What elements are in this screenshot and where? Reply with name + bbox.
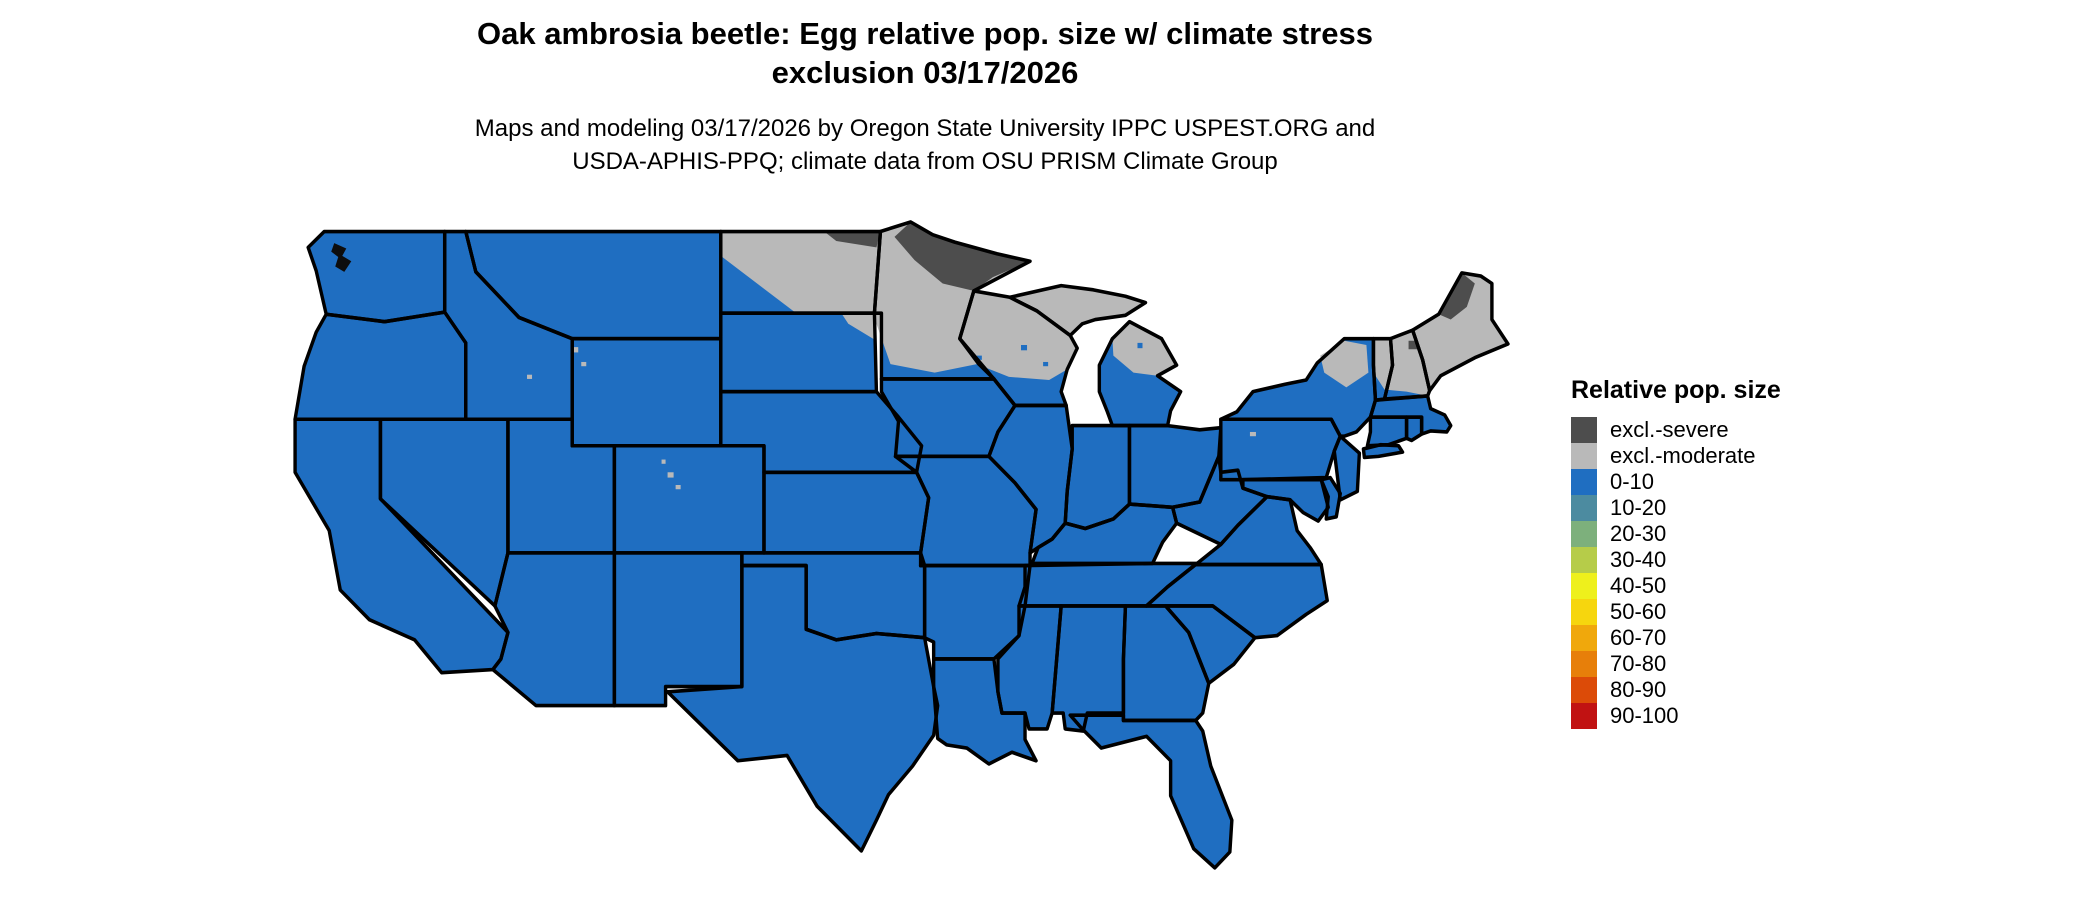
excl-moderate-speckle (571, 347, 579, 353)
legend-swatch-50-60 (1571, 599, 1597, 625)
legend-swatch-80-90 (1571, 677, 1597, 703)
legend-label: 0-10 (1610, 469, 1655, 494)
excl-moderate-new-england (1373, 272, 1508, 396)
state-washington-fill (308, 231, 445, 322)
legend-title: Relative pop. size (1571, 376, 1781, 404)
excl-moderate-michigan-tip (1112, 321, 1177, 376)
legend-item: 0-10 (1571, 469, 1781, 495)
state-kansas-fill (763, 472, 929, 553)
excl-moderate-speckle (1249, 431, 1256, 437)
legend-label: 80-90 (1610, 677, 1667, 702)
state-florida-fill (1070, 715, 1232, 868)
excl-moderate-speckle (675, 485, 681, 490)
map-attribution-line2: USDA-APHIS-PPQ; climate data from OSU PR… (572, 148, 1278, 175)
us-choropleth-map (274, 205, 1514, 905)
map-attribution-line1: Maps and modeling 03/17/2026 by Oregon S… (474, 115, 1376, 142)
legend-swatch-60-70 (1571, 625, 1597, 651)
legend-label: 10-20 (1610, 495, 1667, 520)
map-title: Oak ambrosia beetle: Egg relative pop. s… (300, 14, 1550, 92)
legend-label: 40-50 (1610, 573, 1667, 598)
excl-moderate-speckle (661, 459, 666, 464)
puget-sound-inlet (331, 243, 352, 272)
legend-item: 60-70 (1571, 625, 1781, 651)
legend-label: 90-100 (1610, 703, 1679, 728)
legend-swatch-20-30 (1571, 521, 1597, 547)
excl-moderate-north-dakota (720, 231, 881, 314)
legend-swatch-40-50 (1571, 573, 1597, 599)
excl-moderate-speckle (581, 361, 587, 367)
legend-item: 50-60 (1571, 599, 1781, 625)
excl-moderate-speckle (527, 374, 533, 379)
legend-label: 30-40 (1610, 547, 1667, 572)
legend-item: 10-20 (1571, 495, 1781, 521)
base-speckle-lakeshore (976, 355, 982, 360)
excl-moderate-michigan-upper (1009, 285, 1146, 336)
legend-item: 40-50 (1571, 573, 1781, 599)
base-speckle-lakeshore (1021, 345, 1028, 351)
map-title-line2: exclusion 03/17/2026 (771, 55, 1079, 90)
excl-moderate-south-dakota-ne (841, 313, 877, 341)
state-new-mexico-fill (614, 552, 742, 706)
legend-label: excl.-severe (1610, 417, 1729, 442)
legend-label: 20-30 (1610, 521, 1667, 546)
legend-swatch-90-100 (1571, 703, 1597, 729)
state-oregon-fill (295, 312, 466, 420)
legend-item: excl.-moderate (1571, 443, 1781, 469)
map-title-line1: Oak ambrosia beetle: Egg relative pop. s… (477, 16, 1373, 51)
us-map-svg (293, 220, 1510, 870)
legend-label: 70-80 (1610, 651, 1667, 676)
map-exclusion-overlay-layer (527, 221, 1508, 490)
map-attribution: Maps and modeling 03/17/2026 by Oregon S… (300, 112, 1550, 178)
legend-item: 30-40 (1571, 547, 1781, 573)
legend-item: 20-30 (1571, 521, 1781, 547)
excl-severe-minnesota (894, 221, 1031, 291)
state-wyoming-fill (572, 338, 721, 446)
excl-severe-maine (1438, 272, 1475, 320)
legend-label: excl.-moderate (1610, 443, 1756, 468)
excl-severe-new-hampshire (1408, 340, 1418, 350)
legend-swatch-0-10 (1571, 469, 1597, 495)
legend-item: 90-100 (1571, 703, 1781, 729)
legend: Relative pop. size excl.-severe excl.-mo… (1571, 376, 1781, 729)
legend-swatch-70-80 (1571, 651, 1597, 677)
base-speckle-lakeshore (1137, 342, 1143, 349)
legend-item: 80-90 (1571, 677, 1781, 703)
legend-swatch-excl-moderate (1571, 443, 1597, 469)
legend-swatch-10-20 (1571, 495, 1597, 521)
legend-item: excl.-severe (1571, 417, 1781, 443)
base-speckle-lakeshore (1043, 361, 1049, 367)
excl-moderate-adirondacks (1320, 340, 1369, 388)
legend-label: 60-70 (1610, 625, 1667, 650)
excl-severe-north-dakota (824, 231, 881, 248)
legend-item: 70-80 (1571, 651, 1781, 677)
state-colorado-fill (614, 445, 764, 553)
legend-label: 50-60 (1610, 599, 1667, 624)
legend-swatch-30-40 (1571, 547, 1597, 573)
excl-moderate-speckle (667, 472, 674, 478)
legend-swatch-excl-severe (1571, 417, 1597, 443)
excl-moderate-wisconsin (959, 290, 1078, 380)
